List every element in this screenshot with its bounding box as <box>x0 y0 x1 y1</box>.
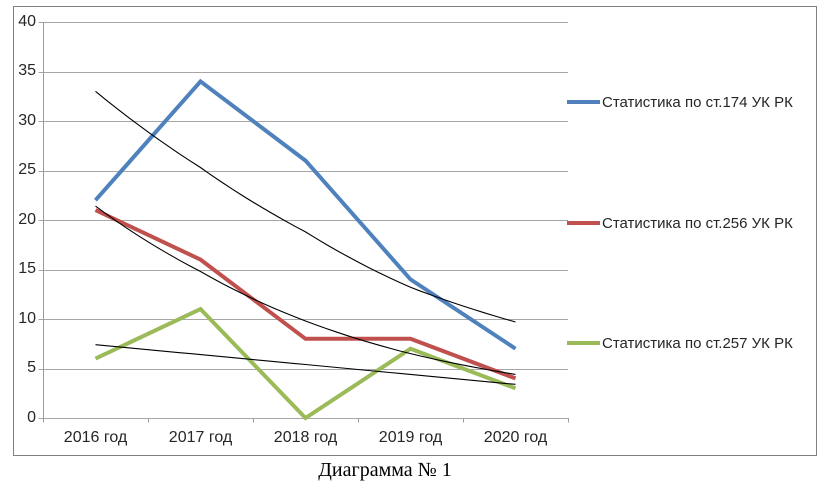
y-axis-tick-label: 40 <box>18 13 36 30</box>
legend-label: Статистика по ст.174 УК РК <box>602 93 793 111</box>
trendline-2 <box>95 344 516 385</box>
y-axis-tick-label: 15 <box>18 260 36 277</box>
y-axis-tick-label: 0 <box>27 409 36 426</box>
y-axis-tick-label: 20 <box>18 211 36 228</box>
legend-item: Статистика по ст.257 УК РК <box>567 334 793 352</box>
series-line-2 <box>94 306 517 421</box>
trendline-1 <box>95 205 516 375</box>
x-axis-tick-label: 2017 год <box>168 429 233 446</box>
legend-label: Статистика по ст.256 УК РК <box>602 214 793 232</box>
y-axis-tick-label: 25 <box>18 161 36 178</box>
legend-line-marker <box>567 341 600 345</box>
legend-item: Статистика по ст.256 УК РК <box>567 214 793 232</box>
x-axis-tick-label: 2020 год <box>483 429 548 446</box>
legend-item: Статистика по ст.174 УК РК <box>567 93 793 111</box>
y-axis-tick-label: 10 <box>18 310 36 327</box>
x-axis-tick-label: 2019 год <box>378 429 443 446</box>
x-axis-tick-label: 2016 год <box>63 429 128 446</box>
chart-border <box>13 6 817 456</box>
legend-line-marker <box>567 221 600 225</box>
y-axis-tick-label: 5 <box>27 359 36 376</box>
y-axis-tick-label: 35 <box>18 62 36 79</box>
x-axis-tick-label: 2018 год <box>273 429 338 446</box>
legend-line-marker <box>567 100 600 104</box>
series-line-1 <box>94 208 517 381</box>
series-line-0 <box>94 78 517 351</box>
trendline-0 <box>95 90 516 323</box>
y-axis-tick-label: 30 <box>18 112 36 129</box>
legend-label: Статистика по ст.257 УК РК <box>602 334 793 352</box>
chart-caption: Диаграмма № 1 <box>318 459 452 481</box>
